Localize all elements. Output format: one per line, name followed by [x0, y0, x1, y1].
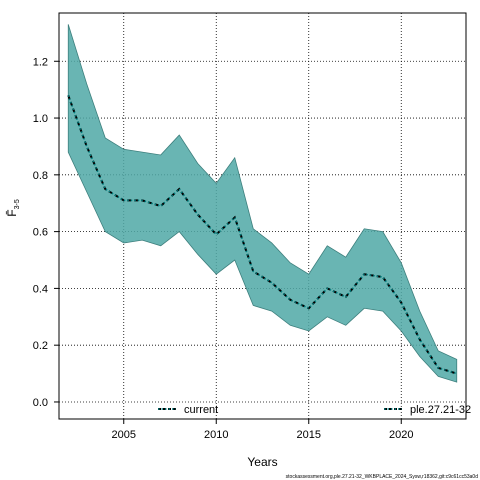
footer-caption: stockassessment.org,ple.27.21-32_WKBPLAC…: [286, 474, 479, 480]
y-tick-label: 1.2: [33, 56, 48, 68]
x-tick-label: 2005: [112, 429, 136, 441]
y-axis-title-subscript: 3-5: [14, 199, 21, 209]
y-tick-label: 0.2: [33, 340, 48, 352]
series-lines-layer: [67, 94, 458, 375]
series-line-ple-27-21-32: [67, 95, 457, 375]
x-axis: 2005 2010 2015 2020: [112, 419, 413, 441]
confidence-band: [67, 24, 458, 383]
y-tick-label: 1.0: [33, 113, 48, 125]
legend-entry-label: ple.27.21-32: [410, 404, 471, 416]
y-tick-label: 0.4: [33, 283, 48, 295]
y-axis-title-main: F̄: [5, 209, 19, 216]
y-axis: 0.0 0.2 0.4 0.6 0.8 1.0 1.2: [33, 56, 59, 409]
y-tick-label: 0.0: [33, 397, 48, 409]
plot-frame: [58, 12, 467, 420]
y-tick-label: 0.6: [33, 227, 48, 239]
x-tick-label: 2020: [389, 429, 413, 441]
x-tick-label: 2015: [297, 429, 321, 441]
legend-entry-label: current: [184, 404, 218, 416]
y-axis-title: F̄3-5: [5, 199, 21, 217]
confidence-band-layer: [67, 24, 458, 383]
x-tick-label: 2010: [204, 429, 228, 441]
y-tick-label: 0.8: [33, 170, 48, 182]
svg-text:F̄3-5: F̄3-5: [5, 199, 21, 217]
legend: current ple.27.21-32: [158, 404, 471, 416]
x-axis-title: Years: [247, 455, 277, 469]
